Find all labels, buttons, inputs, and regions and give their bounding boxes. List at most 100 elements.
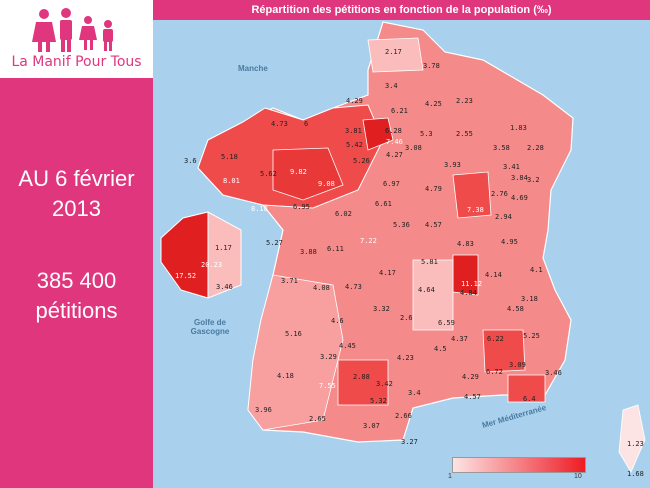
department-value: 5.16 bbox=[285, 330, 302, 338]
department-value: 6.72 bbox=[486, 368, 503, 376]
department-value: 3.96 bbox=[255, 406, 272, 414]
department-value: 5.32 bbox=[370, 397, 387, 405]
department-value: 3.18 bbox=[521, 295, 538, 303]
department-value: 4.1 bbox=[530, 266, 543, 274]
department-value: 6 bbox=[304, 120, 309, 128]
department-value: 3.4 bbox=[385, 82, 398, 90]
department-value: 4.69 bbox=[511, 194, 528, 202]
department-value: 3.78 bbox=[423, 62, 440, 70]
department-value: 4.83 bbox=[457, 240, 474, 248]
info-panel: AU 6 février 2013 385 400 pétitions bbox=[0, 78, 153, 488]
department-value: 11.12 bbox=[461, 280, 483, 288]
department-value: 3.32 bbox=[373, 305, 390, 313]
department-value: 4.58 bbox=[507, 305, 524, 313]
department-value: 20.23 bbox=[201, 261, 223, 269]
department-value: 3.88 bbox=[300, 248, 317, 256]
department-value: 5.36 bbox=[393, 221, 410, 229]
map-title: Répartition des pétitions en fonction de… bbox=[153, 0, 650, 20]
department-value: 6.22 bbox=[487, 335, 504, 343]
brand-logo: La Manif Pour Tous bbox=[0, 0, 153, 78]
department-value: 3.42 bbox=[376, 380, 393, 388]
map-land bbox=[160, 21, 646, 473]
department-value: 3.46 bbox=[545, 369, 562, 377]
department-value: 4.64 bbox=[418, 286, 435, 294]
department-value: 3.81 bbox=[345, 127, 362, 135]
department-value: 3.41 bbox=[503, 163, 520, 171]
department-value: 9.08 bbox=[318, 180, 335, 188]
department-value: 4.37 bbox=[451, 335, 468, 343]
department-value: 7.22 bbox=[360, 237, 377, 245]
department-value: 2.88 bbox=[353, 373, 370, 381]
petition-count: 385 400 bbox=[36, 268, 117, 293]
legend-max-label: 10 bbox=[574, 473, 582, 480]
department-value: 4.17 bbox=[379, 269, 396, 277]
brand-name: La Manif Pour Tous bbox=[11, 54, 142, 70]
department-value: 5.3 bbox=[420, 130, 433, 138]
department-value: 4.29 bbox=[462, 373, 479, 381]
sidebar: La Manif Pour Tous AU 6 février 2013 385… bbox=[0, 0, 153, 488]
department-value: 8.18 bbox=[251, 205, 268, 213]
department-value: 4.08 bbox=[313, 284, 330, 292]
department-value: 3.6 bbox=[184, 157, 197, 165]
family-logo-icon bbox=[32, 8, 113, 52]
department-value: 5.62 bbox=[260, 170, 277, 178]
department-value: 4.79 bbox=[425, 185, 442, 193]
department-value: 5.81 bbox=[421, 258, 438, 266]
department-value: 4.14 bbox=[485, 271, 502, 279]
date-block: AU 6 février 2013 bbox=[0, 164, 153, 224]
department-value: 2.76 bbox=[491, 190, 508, 198]
department-value: 5.18 bbox=[221, 153, 238, 161]
department-value: 1.17 bbox=[215, 244, 232, 252]
department-value: 3.09 bbox=[509, 361, 526, 369]
department-value: 3.46 bbox=[216, 283, 233, 291]
department-value: 6.95 bbox=[293, 203, 310, 211]
department-value: 2.66 bbox=[395, 412, 412, 420]
department-value: 4.73 bbox=[345, 283, 362, 291]
petition-count-label: pétitions bbox=[35, 298, 118, 323]
department-value: 4.45 bbox=[339, 342, 356, 350]
department-value: 3.71 bbox=[281, 277, 298, 285]
department-value: 4.57 bbox=[425, 221, 442, 229]
department-value: 3.58 bbox=[493, 144, 510, 152]
department-value: 2.6 bbox=[400, 314, 413, 322]
department-value: 6.28 bbox=[385, 127, 402, 135]
department-value: 2.28 bbox=[527, 144, 544, 152]
department-value: 4.95 bbox=[501, 238, 518, 246]
petition-count-block: 385 400 pétitions bbox=[0, 266, 153, 326]
department-value: 3.07 bbox=[363, 422, 380, 430]
department-value: 4.29 bbox=[346, 97, 363, 105]
department-value: 1.23 bbox=[627, 440, 644, 448]
legend-min-label: 1 bbox=[448, 473, 452, 480]
department-value: 6.02 bbox=[335, 210, 352, 218]
color-scale-legend bbox=[452, 457, 586, 473]
department-value: 2.55 bbox=[456, 130, 473, 138]
department-value: 3.84 bbox=[511, 174, 528, 182]
department-value: 4.57 bbox=[464, 393, 481, 401]
department-value: 1.68 bbox=[627, 470, 644, 478]
department-value: 8.01 bbox=[223, 177, 240, 185]
department-value: 9.82 bbox=[290, 168, 307, 176]
department-value: 4.25 bbox=[425, 100, 442, 108]
department-value: 3.2 bbox=[527, 176, 540, 184]
department-value: 5.26 bbox=[353, 157, 370, 165]
sea-label-golfe: Golfe de Gascogne bbox=[190, 318, 230, 336]
department-value: 6.59 bbox=[438, 319, 455, 327]
department-value: 7.55 bbox=[319, 382, 336, 390]
department-value: 2.94 bbox=[495, 213, 512, 221]
department-value: 7.38 bbox=[467, 206, 484, 214]
department-value: 4.73 bbox=[271, 120, 288, 128]
department-value: 3.27 bbox=[401, 438, 418, 446]
department-value: 4.5 bbox=[434, 345, 447, 353]
department-value: 7.46 bbox=[386, 138, 403, 146]
sea-label-manche: Manche bbox=[238, 64, 268, 73]
department-value: 6.4 bbox=[523, 395, 536, 403]
department-value: 2.23 bbox=[456, 97, 473, 105]
france-map: Manche Golfe de Gascogne Mer Méditerrané… bbox=[153, 0, 650, 488]
date-line-2: 2013 bbox=[52, 196, 101, 221]
department-value: 5.27 bbox=[266, 239, 283, 247]
department-value: 6.21 bbox=[391, 107, 408, 115]
department-value: 4.84 bbox=[460, 289, 477, 297]
department-value: 6.61 bbox=[375, 200, 392, 208]
date-line-1: AU 6 février bbox=[18, 166, 135, 191]
department-value: 3.29 bbox=[320, 353, 337, 361]
